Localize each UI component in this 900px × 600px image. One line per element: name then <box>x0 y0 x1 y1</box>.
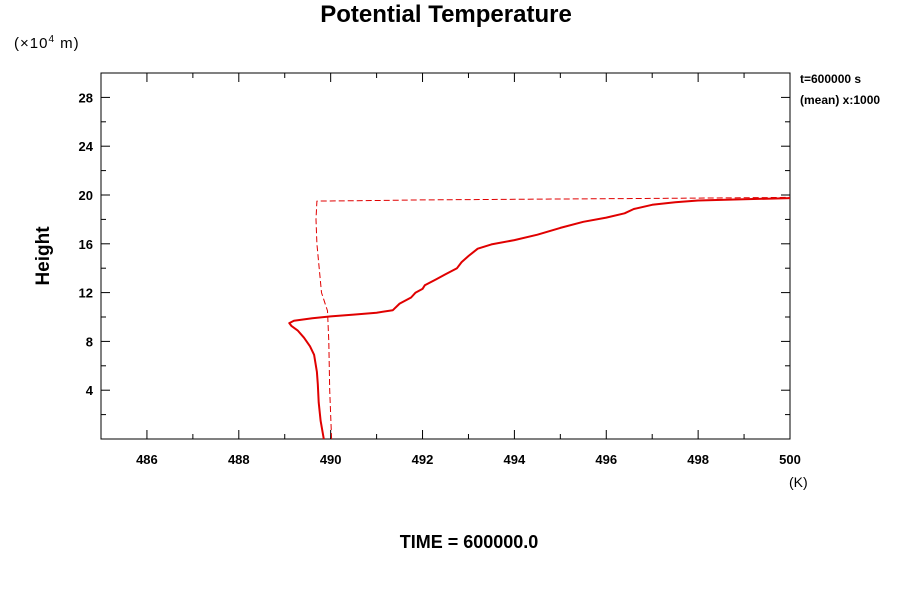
x-tick-label: 486 <box>136 452 158 467</box>
y-unit-exponent: 4 <box>48 34 56 45</box>
footer-time-label: TIME = 600000.0 <box>399 532 539 552</box>
y-tick-label: 20 <box>79 188 93 203</box>
y-unit-prefix: (×10 <box>14 35 49 52</box>
x-tick-label: 488 <box>228 452 250 467</box>
series-group <box>288 196 791 440</box>
x-tick-label: 500 <box>779 452 801 467</box>
time-annotation: t=600000 s <box>800 72 862 86</box>
y-unit-suffix: m) <box>55 35 80 52</box>
plot-frame <box>100 72 791 440</box>
y-tick-label: 4 <box>86 383 94 398</box>
x-tick-label: 498 <box>687 452 709 467</box>
y-tick-label: 8 <box>86 334 93 349</box>
x-tick-label: 492 <box>412 452 434 467</box>
y-tick-label: 12 <box>79 286 93 301</box>
y-tick-label: 16 <box>79 237 93 252</box>
x-tick-label: 490 <box>320 452 342 467</box>
x-axis-unit-label: (K) <box>789 474 808 490</box>
y-unit-multiplier: (×104 m) <box>14 34 80 52</box>
series-line-solid <box>288 197 791 440</box>
axis-tick-labels: 486 488 490 492 494 496 498 500 4 8 12 16 20 24 28 <box>79 90 801 467</box>
y-tick-label: 24 <box>79 139 94 154</box>
mean-annotation: (mean) x:1000 <box>800 93 881 107</box>
chart-title: Potential Temperature <box>320 1 572 28</box>
series-line-dashed <box>315 196 791 440</box>
axis-ticks <box>100 72 791 439</box>
x-tick-label: 496 <box>595 452 617 467</box>
x-tick-label: 494 <box>504 452 526 467</box>
y-tick-label: 28 <box>79 90 93 105</box>
